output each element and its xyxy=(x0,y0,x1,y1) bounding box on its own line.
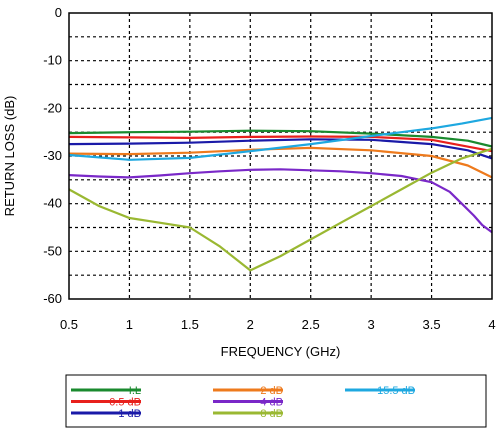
y-tick-label: -20 xyxy=(43,100,62,115)
x-tick-label: 2.5 xyxy=(302,317,320,332)
legend-label: 8 dB xyxy=(260,408,283,420)
legend-label: 1 dB xyxy=(118,408,141,420)
x-tick-label: 0.5 xyxy=(60,317,78,332)
y-tick-label: -10 xyxy=(43,53,62,68)
legend-items: I.L0.5 dB1 dB 2 dB4 dB8 dB 15.5 dB xyxy=(71,385,415,420)
series-line xyxy=(68,129,493,148)
series-line xyxy=(68,168,493,234)
x-tick-label: 4 xyxy=(488,317,495,332)
legend-label: 4 dB xyxy=(260,397,283,409)
y-tick-label: -30 xyxy=(43,148,62,163)
legend: I.L0.5 dB1 dB 2 dB4 dB8 dB 15.5 dB xyxy=(65,374,487,428)
legend-label: 2 dB xyxy=(260,385,283,397)
x-tick-label: 1 xyxy=(126,317,133,332)
y-tick-label: 0 xyxy=(55,5,62,20)
series-line xyxy=(68,138,493,160)
y-axis-title: RETURN LOSS (dB) xyxy=(2,96,17,217)
tick-layer: 0.5 1 1.5 2 2.5 3 3.5 4 0 -10 -20 -30 -40 -50 -60 xyxy=(43,5,495,332)
grid-layer xyxy=(69,13,492,299)
x-tick-label: 3.5 xyxy=(423,317,441,332)
series-line xyxy=(68,146,493,179)
series-line xyxy=(68,135,493,153)
y-tick-label: -40 xyxy=(43,196,62,211)
plot-frame xyxy=(68,12,493,300)
legend-label: 0.5 dB xyxy=(109,397,141,409)
x-tick-label: 3 xyxy=(368,317,375,332)
x-tick-label: 1.5 xyxy=(181,317,199,332)
legend-label: I.L xyxy=(129,385,141,397)
y-tick-label: -50 xyxy=(43,243,62,258)
x-axis-title: FREQUENCY (GHz) xyxy=(221,344,341,359)
series-line xyxy=(68,147,493,272)
x-tick-label: 2 xyxy=(247,317,254,332)
y-tick-label: -60 xyxy=(43,291,62,306)
legend-label: 15.5 dB xyxy=(377,385,415,397)
series-layer xyxy=(68,116,493,272)
series-line xyxy=(68,116,493,161)
